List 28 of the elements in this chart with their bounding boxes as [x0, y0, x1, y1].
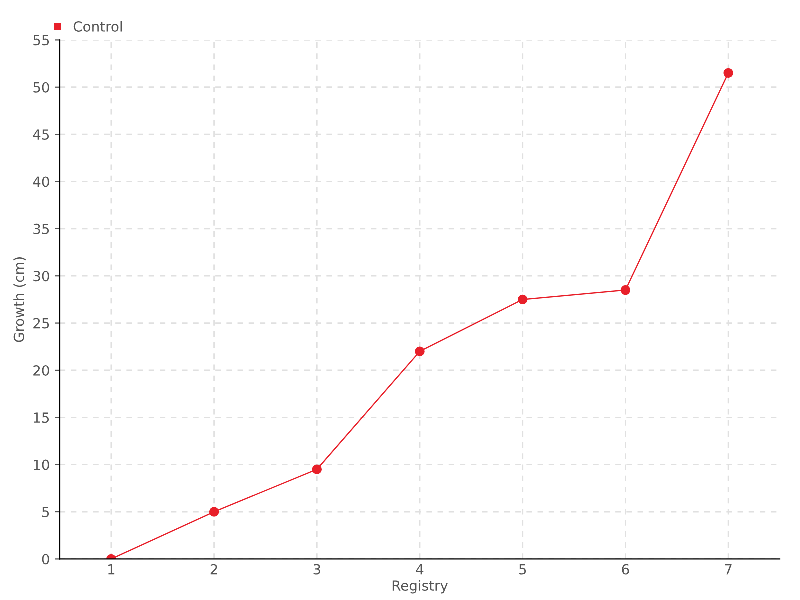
y-tick-label: 15 [34, 412, 50, 424]
point [209, 507, 220, 517]
y-tick-label: 30 [34, 271, 50, 282]
point [518, 294, 528, 305]
x-tick-label: 7 [725, 564, 732, 575]
y-tick-label: 5 [42, 507, 50, 518]
y-tick-label: 40 [33, 176, 50, 188]
x-tick-label: 3 [314, 564, 320, 575]
y-tick-label: 25 [34, 318, 50, 329]
y-tick-label: 35 [34, 224, 50, 234]
x-axis-title: Registry [392, 580, 448, 594]
y-tick-label: 55 [34, 35, 50, 46]
y-tick-label: 50 [34, 82, 50, 93]
point [724, 68, 734, 78]
legend-label: Control [74, 21, 122, 32]
x-tick-label: 1 [108, 564, 115, 575]
y-tick-label: 45 [33, 130, 50, 140]
point [312, 464, 322, 474]
y-tick-label: 0 [42, 554, 50, 565]
y-tick-label: 10 [34, 460, 50, 470]
y-tick-label: 20 [34, 365, 50, 376]
point [415, 346, 425, 356]
x-tick-label: 5 [520, 564, 526, 575]
y-axis-title: Growth (cm) [14, 258, 26, 342]
x-tick-label: 2 [210, 564, 218, 575]
x-tick-label: 6 [622, 564, 630, 575]
point [620, 285, 631, 296]
x-tick-label: 4 [416, 564, 424, 575]
